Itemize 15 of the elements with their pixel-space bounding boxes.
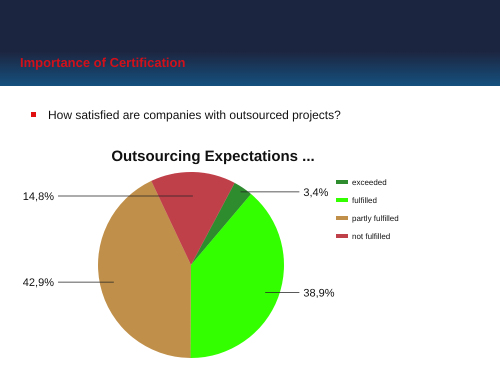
legend-label: partly fulfilled [352, 214, 399, 223]
data-label: 42,9% [22, 277, 54, 290]
legend-label: exceeded [352, 178, 387, 187]
data-label: 38,9% [303, 287, 335, 300]
chart-title: Outsourcing Expectations ... [111, 148, 315, 165]
chart-subtitle: Importance of Certification [20, 55, 186, 70]
data-label: 3,4% [303, 186, 329, 199]
pie-slice [151, 172, 235, 265]
pie-slice [191, 182, 252, 265]
legend-label: fulfilled [352, 196, 377, 205]
data-label: 14,8% [22, 190, 54, 203]
pie-slice [98, 180, 191, 358]
pie-slice [190, 194, 284, 358]
legend-label: not fulfilled [352, 232, 390, 241]
text: How satisfied are companies with outsourced projects? [48, 108, 342, 122]
